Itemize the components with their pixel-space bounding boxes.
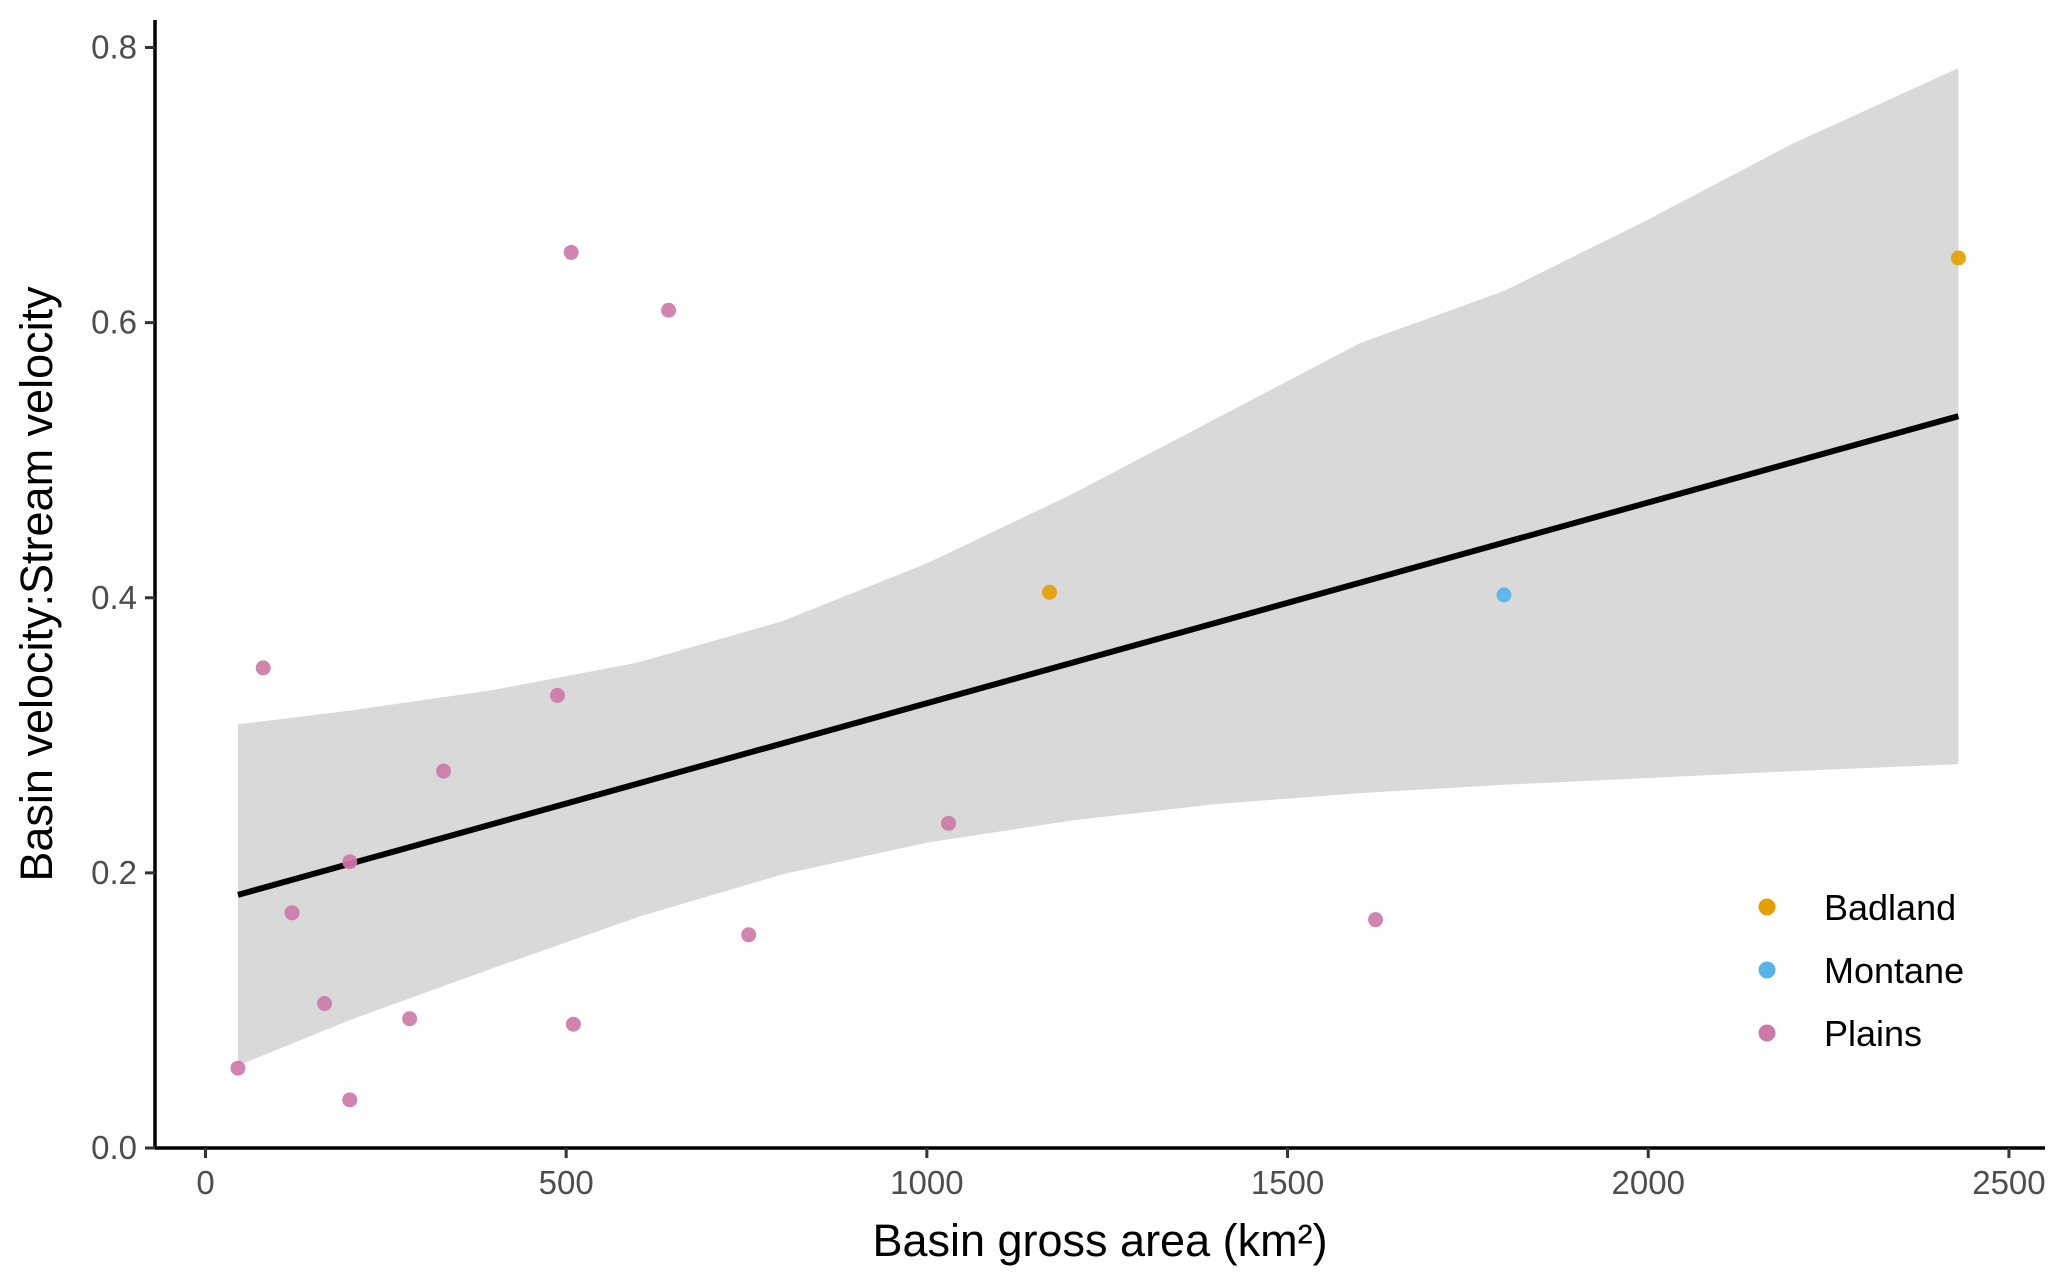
legend-key-plains <box>1758 1024 1776 1042</box>
axes <box>153 20 2045 1150</box>
confidence-band <box>238 68 1959 1066</box>
data-point-plains <box>342 854 358 870</box>
ticks: 0 500 1000 1500 2000 2500 0.0 0.2 0.4 0.6 0.8 <box>91 29 2046 1201</box>
data-point-plains <box>255 660 271 676</box>
data-point-plains <box>342 1092 358 1108</box>
data-point-plains <box>550 687 566 703</box>
confidence-band-layer <box>238 68 1959 1066</box>
x-tick-label: 1500 <box>1251 1164 1324 1201</box>
legend-key-badland <box>1758 898 1776 916</box>
data-point-montane <box>1496 587 1512 603</box>
y-tick-label: 0.4 <box>91 579 137 616</box>
data-point-plains <box>565 1016 581 1032</box>
x-tick-label: 500 <box>539 1164 594 1201</box>
regression-line-layer <box>237 413 1960 898</box>
legend-label-badland: Badland <box>1824 887 1956 928</box>
data-point-plains <box>563 244 579 260</box>
data-point-plains <box>941 815 957 831</box>
legend-label-montane: Montane <box>1824 950 1964 991</box>
y-tick-label: 0.2 <box>91 854 137 891</box>
regression-line <box>237 413 1960 898</box>
legend: Badland Montane Plains <box>1758 887 1964 1054</box>
data-point-plains <box>436 763 452 779</box>
data-point-plains <box>1368 912 1384 928</box>
x-tick-label: 0 <box>196 1164 214 1201</box>
y-tick-label: 0.6 <box>91 304 137 341</box>
data-point-plains <box>741 927 757 943</box>
data-point-plains <box>402 1011 418 1027</box>
legend-label-plains: Plains <box>1824 1013 1922 1054</box>
data-point-badland <box>1950 250 1966 266</box>
data-point-plains <box>661 302 677 318</box>
y-tick-label: 0.8 <box>91 29 137 66</box>
data-points-layer <box>230 244 1966 1108</box>
data-point-plains <box>317 996 333 1012</box>
y-axis-title: Basin velocity:Stream velocity <box>11 286 62 882</box>
data-point-badland <box>1042 584 1058 600</box>
data-point-plains <box>230 1060 246 1076</box>
x-tick-label: 1000 <box>890 1164 963 1201</box>
x-axis-title: Basin gross area (km²) <box>872 1215 1327 1266</box>
data-point-plains <box>284 905 300 921</box>
legend-key-montane <box>1758 961 1776 979</box>
y-tick-label: 0.0 <box>91 1129 137 1166</box>
x-tick-label: 2500 <box>1972 1164 2045 1201</box>
x-tick-label: 2000 <box>1612 1164 1685 1201</box>
